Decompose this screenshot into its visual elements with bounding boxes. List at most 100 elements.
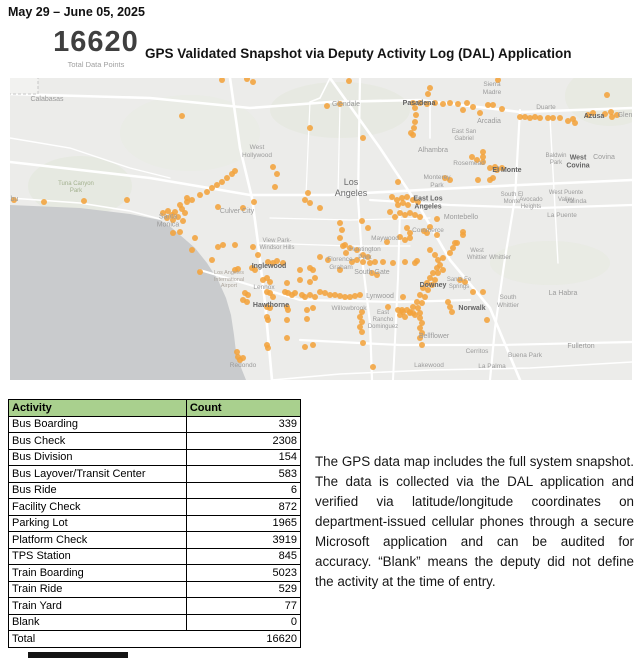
gps-data-point — [432, 252, 438, 258]
gps-data-point — [265, 345, 271, 351]
gps-data-point — [337, 293, 343, 299]
gps-data-point — [408, 130, 414, 136]
gps-data-point — [460, 232, 466, 238]
gps-data-point — [437, 262, 443, 268]
gps-data-point — [302, 344, 308, 350]
map-dots — [10, 78, 632, 380]
map-city-label: La Palma — [478, 363, 506, 371]
gps-data-point — [317, 254, 323, 260]
cell-count: 845 — [185, 547, 302, 565]
gps-data-point — [590, 110, 596, 116]
gps-data-point — [480, 154, 486, 160]
gps-data-point — [402, 259, 408, 265]
gps-data-point — [367, 260, 373, 266]
gps-data-point — [460, 107, 466, 113]
gps-data-point — [280, 260, 286, 266]
map-city-label: South Gate — [354, 268, 390, 276]
gps-data-point — [337, 101, 343, 107]
gps-data-point — [462, 279, 468, 285]
gps-data-point — [189, 247, 195, 253]
gps-data-point — [270, 294, 276, 300]
gps-data-point — [325, 257, 331, 263]
gps-data-point — [417, 310, 423, 316]
gps-data-point — [384, 239, 390, 245]
gps-data-point — [570, 116, 576, 122]
gps-data-point — [292, 290, 298, 296]
map-city-label: Malibu — [10, 195, 19, 203]
map-city-label: Santa Monica — [156, 213, 180, 229]
gps-data-point — [317, 205, 323, 211]
gps-data-point — [405, 202, 411, 208]
gps-data-point — [285, 290, 291, 296]
gps-data-point — [450, 245, 456, 251]
gps-data-point — [427, 275, 433, 281]
description-paragraph: The GPS data map includes the full syste… — [315, 454, 634, 589]
gps-data-point — [395, 202, 401, 208]
gps-data-point — [317, 289, 323, 295]
map-city-label: Inglewood — [251, 262, 287, 270]
gps-data-point — [399, 195, 405, 201]
map-city-label: Lynwood — [366, 292, 394, 300]
gps-data-point — [412, 105, 418, 111]
gps-data-point — [310, 305, 316, 311]
gps-data-point — [164, 215, 170, 221]
map-city-label: Glendora — [617, 111, 632, 119]
gps-data-point — [430, 270, 436, 276]
gps-data-point — [494, 167, 500, 173]
gps-data-point — [419, 320, 425, 326]
table-row: Bus Boarding 339 — [8, 415, 302, 433]
gps-data-point — [395, 307, 401, 313]
map-city-label: El Monte — [492, 166, 522, 174]
gps-data-point — [359, 319, 365, 325]
gps-data-point — [342, 294, 348, 300]
gps-data-point — [165, 208, 171, 214]
gps-data-point — [124, 197, 130, 203]
gps-data-point — [411, 125, 417, 131]
gps-data-point — [414, 258, 420, 264]
gps-data-point — [359, 218, 365, 224]
gps-data-point — [397, 312, 403, 318]
cell-activity: Bus Check — [8, 432, 187, 450]
gps-data-point — [400, 309, 406, 315]
gps-data-point — [250, 244, 256, 250]
gps-data-point — [487, 165, 493, 171]
gps-data-point — [499, 165, 505, 171]
gps-data-point — [410, 310, 416, 316]
cell-count: 1965 — [185, 514, 302, 532]
gps-data-point — [404, 225, 410, 231]
gps-data-point — [177, 202, 183, 208]
gps-data-point — [272, 184, 278, 190]
gps-data-point — [270, 164, 276, 170]
gps-data-point — [349, 259, 355, 265]
gps-data-point — [434, 265, 440, 271]
gps-data-point — [447, 177, 453, 183]
gps-data-point — [425, 287, 431, 293]
gps-data-point — [284, 335, 290, 341]
gps-data-point — [337, 235, 343, 241]
gps-data-point — [389, 194, 395, 200]
map-city-label: Valinda — [565, 198, 587, 206]
gps-data-point — [252, 267, 258, 273]
cell-count: 2308 — [185, 432, 302, 450]
gps-data-point — [417, 315, 423, 321]
cell-count: 3919 — [185, 531, 302, 549]
gps-data-point — [346, 78, 352, 84]
gps-data-point — [417, 325, 423, 331]
gps-data-point — [484, 317, 490, 323]
gps-data-point — [307, 292, 313, 298]
gps-map[interactable]: Calabasas Glendale Pasadena Sierra Madre Arca… — [10, 78, 632, 380]
map-city-label: Pasadena — [402, 99, 436, 107]
gps-data-point — [440, 101, 446, 107]
gps-data-point — [340, 243, 346, 249]
map-city-label: Covina — [593, 153, 615, 161]
gps-data-point — [410, 197, 416, 203]
gps-data-point — [449, 309, 455, 315]
gps-data-point — [434, 232, 440, 238]
gps-data-point — [244, 299, 250, 305]
gps-data-point — [442, 175, 448, 181]
gps-data-point — [310, 267, 316, 273]
gps-data-point — [464, 100, 470, 106]
map-city-label: Maywood — [371, 235, 399, 243]
cell-count: 872 — [185, 498, 302, 516]
gps-data-point — [352, 293, 358, 299]
